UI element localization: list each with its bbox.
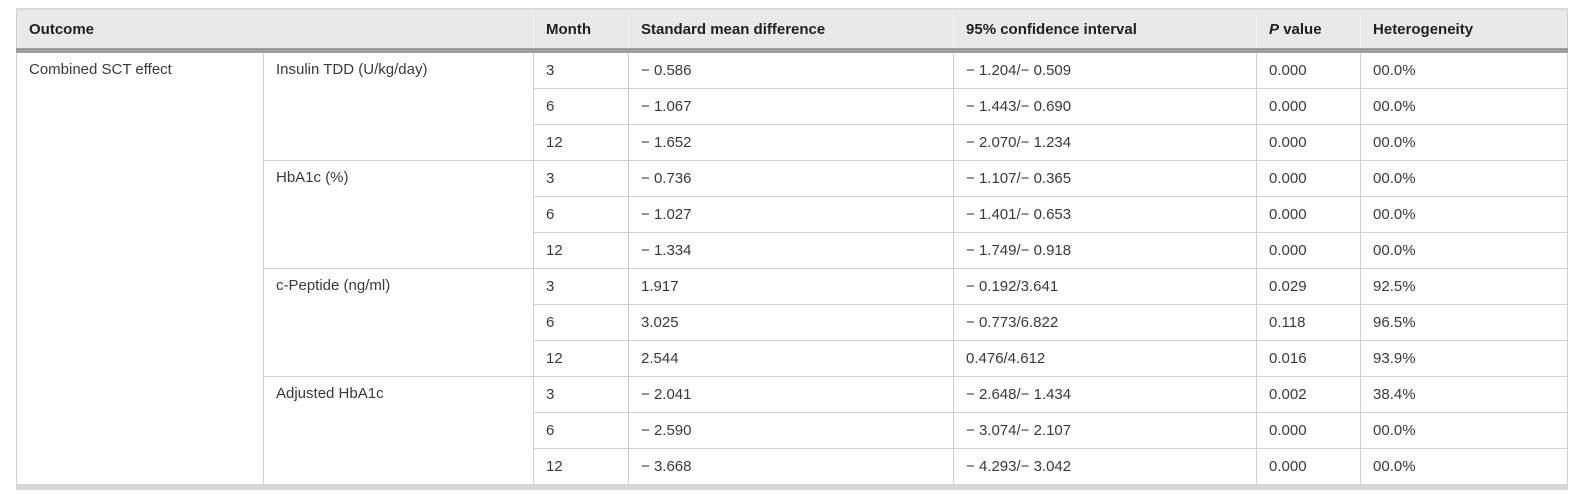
p-value-italic-letter: P — [1269, 20, 1280, 38]
pvalue-cell: 0.029 — [1256, 268, 1362, 305]
smd-cell: − 1.652 — [628, 124, 955, 161]
smd-cell: − 1.334 — [628, 232, 955, 269]
pvalue-cell: 0.000 — [1256, 412, 1362, 449]
month-cell: 12 — [533, 340, 630, 377]
col-header-pvalue: P value — [1256, 9, 1361, 53]
p-value-rest: value — [1279, 20, 1322, 38]
month-cell: 3 — [533, 268, 630, 305]
pvalue-cell: 0.002 — [1256, 376, 1362, 413]
heterogeneity-cell: 00.0% — [1360, 124, 1569, 161]
heterogeneity-cell: 92.5% — [1360, 268, 1569, 305]
heterogeneity-cell: 96.5% — [1360, 304, 1569, 341]
measure-cell-c-peptide: c-Peptide (ng/ml) — [262, 268, 535, 377]
heterogeneity-cell: 00.0% — [1360, 160, 1569, 197]
meta-analysis-results-table: Outcome Month Standard mean difference 9… — [16, 8, 1569, 490]
ci-cell: − 1.107/− 0.365 — [953, 160, 1258, 197]
outcome-group-cell: Combined SCT effect — [16, 50, 264, 488]
col-header-month: Month — [533, 9, 629, 53]
ci-cell: − 1.443/− 0.690 — [953, 88, 1258, 125]
month-cell: 3 — [533, 50, 630, 89]
table-row: HbA1c (%) 3 − 0.736 − 1.107/− 0.365 0.00… — [17, 160, 1569, 269]
month-cell: 12 — [533, 448, 630, 488]
heterogeneity-cell: 00.0% — [1360, 88, 1569, 125]
pvalue-cell: 0.000 — [1256, 448, 1362, 488]
month-cell: 3 — [533, 160, 630, 197]
table-row: Combined SCT effect Insulin TDD (U/kg/da… — [16, 50, 1569, 488]
measure-cell-insulin-tdd: Insulin TDD (U/kg/day) — [262, 50, 535, 161]
pvalue-cell: 0.118 — [1256, 304, 1362, 341]
smd-cell: − 3.668 — [628, 448, 955, 488]
month-cell: 3 — [533, 376, 630, 413]
ci-cell: − 1.749/− 0.918 — [953, 232, 1258, 269]
smd-cell: − 0.736 — [628, 160, 955, 197]
smd-cell: − 1.067 — [628, 88, 955, 125]
heterogeneity-cell: 00.0% — [1360, 50, 1569, 89]
ci-cell: − 3.074/− 2.107 — [953, 412, 1258, 449]
month-cell: 6 — [533, 88, 630, 125]
table-row: 12 − 1.334 − 1.749/− 0.918 0.000 00.0% — [17, 232, 1569, 269]
ci-cell: − 2.070/− 1.234 — [953, 124, 1258, 161]
table-row: 6 3.025 − 0.773/6.822 0.118 96.5% — [17, 304, 1569, 341]
col-header-outcome: Outcome — [16, 9, 534, 53]
pvalue-cell: 0.000 — [1256, 196, 1362, 233]
header-row: Outcome Month Standard mean difference 9… — [16, 9, 1568, 53]
smd-cell: − 2.590 — [628, 412, 955, 449]
heterogeneity-cell: 00.0% — [1360, 196, 1569, 233]
heterogeneity-cell: 93.9% — [1360, 340, 1569, 377]
table-row: 12 2.544 0.476/4.612 0.016 93.9% — [17, 340, 1569, 377]
ci-cell: − 0.773/6.822 — [953, 304, 1258, 341]
month-cell: 6 — [533, 412, 630, 449]
month-cell: 6 — [533, 196, 630, 233]
smd-cell: 1.917 — [628, 268, 955, 305]
pvalue-cell: 0.000 — [1256, 160, 1362, 197]
pvalue-cell: 0.016 — [1256, 340, 1362, 377]
table-row: 6 − 2.590 − 3.074/− 2.107 0.000 00.0% — [17, 412, 1569, 449]
heterogeneity-cell: 38.4% — [1360, 376, 1569, 413]
heterogeneity-cell: 00.0% — [1360, 412, 1569, 449]
col-header-ci: 95% confidence interval — [953, 9, 1257, 53]
heterogeneity-cell: 00.0% — [1360, 448, 1569, 488]
table-row: Adjusted HbA1c 3 − 2.041 − 2.648/− 1.434… — [17, 376, 1569, 488]
pvalue-cell: 0.000 — [1256, 124, 1362, 161]
measure-cell-adjusted-hba1c: Adjusted HbA1c — [262, 376, 535, 488]
month-cell: 12 — [533, 232, 630, 269]
ci-cell: − 4.293/− 3.042 — [953, 448, 1258, 488]
ci-cell: − 1.204/− 0.509 — [953, 50, 1258, 89]
smd-cell: 3.025 — [628, 304, 955, 341]
measure-cell-hba1c: HbA1c (%) — [262, 160, 535, 269]
ci-cell: − 0.192/3.641 — [953, 268, 1258, 305]
ci-cell: 0.476/4.612 — [953, 340, 1258, 377]
smd-cell: − 2.041 — [628, 376, 955, 413]
month-cell: 12 — [533, 124, 630, 161]
smd-cell: 2.544 — [628, 340, 955, 377]
heterogeneity-cell: 00.0% — [1360, 232, 1569, 269]
pvalue-cell: 0.000 — [1256, 232, 1362, 269]
ci-cell: − 1.401/− 0.653 — [953, 196, 1258, 233]
table-row: 12 − 3.668 − 4.293/− 3.042 0.000 00.0% — [17, 448, 1569, 488]
smd-cell: − 0.586 — [628, 50, 955, 89]
smd-cell: − 1.027 — [628, 196, 955, 233]
col-header-heterogeneity: Heterogeneity — [1360, 9, 1568, 53]
table-row: 6 − 1.027 − 1.401/− 0.653 0.000 00.0% — [17, 196, 1569, 233]
table-row: 6 − 1.067 − 1.443/− 0.690 0.000 00.0% — [17, 88, 1569, 125]
month-cell: 6 — [533, 304, 630, 341]
table-row: c-Peptide (ng/ml) 3 1.917 − 0.192/3.641 … — [17, 268, 1569, 377]
col-header-smd: Standard mean difference — [628, 9, 954, 53]
pvalue-cell: 0.000 — [1256, 50, 1362, 89]
pvalue-cell: 0.000 — [1256, 88, 1362, 125]
ci-cell: − 2.648/− 1.434 — [953, 376, 1258, 413]
